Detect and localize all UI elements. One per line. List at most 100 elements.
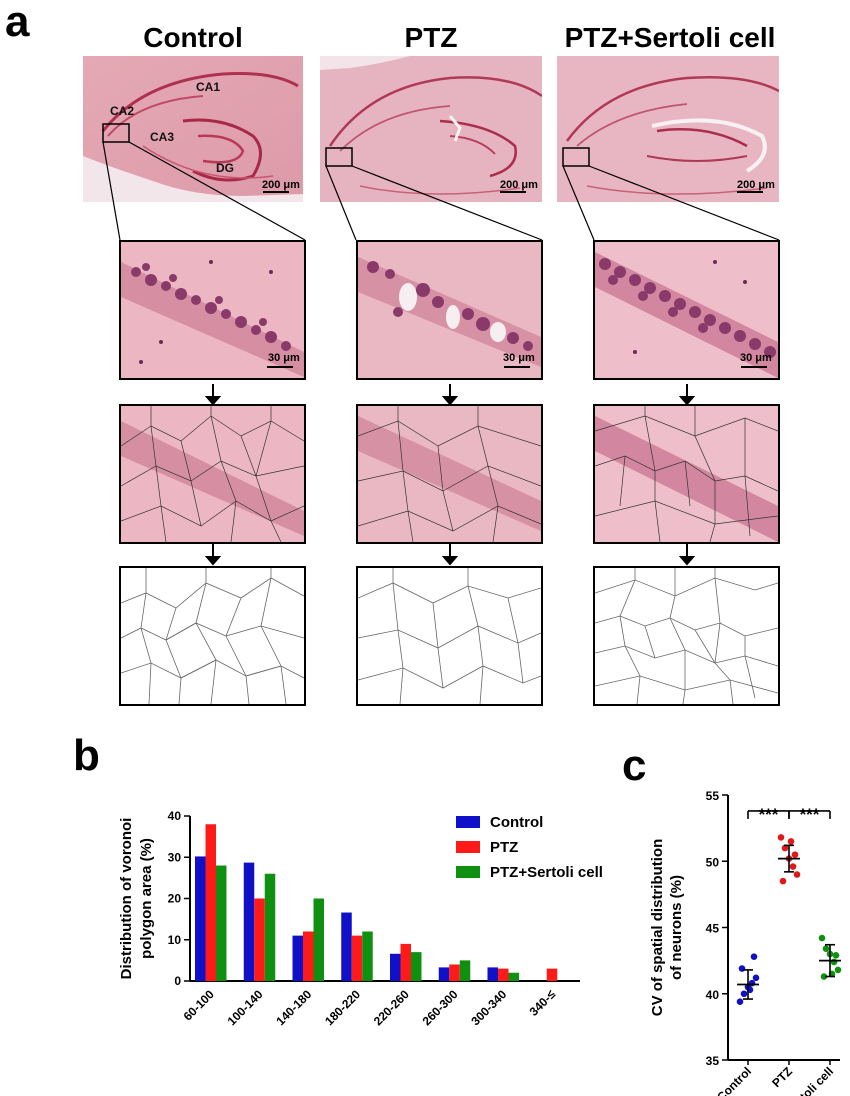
- x-tick-label: PTZ: [769, 1064, 795, 1090]
- voronoi-overlay-control: [119, 404, 306, 544]
- ca2-image-control: [119, 240, 306, 380]
- voronoi-tessellation-control: [119, 566, 306, 706]
- bar-ptz: [303, 931, 314, 981]
- y-axis-label-line-2: polygon area (%): [138, 838, 155, 959]
- legend-label: PTZ: [490, 839, 518, 856]
- bar-ptz-sertoli-cell: [508, 972, 519, 981]
- significance-stars: ***: [800, 805, 820, 824]
- scale-bar-label-ptz-high: 30 μm: [503, 352, 535, 364]
- y-tick-label: 40: [168, 809, 182, 823]
- bar-ptz: [400, 943, 411, 981]
- y-tick-label: 0: [174, 974, 181, 988]
- legend-label: Control: [490, 814, 543, 831]
- ca2-image-ptz-sertoli: [593, 240, 780, 380]
- bar-control: [438, 967, 450, 981]
- voronoi-overlay-ptz-sertoli: [593, 404, 780, 544]
- voronoi-tessellation-ptz-sertoli: [593, 566, 780, 706]
- region-label-ca3: CA3: [150, 130, 175, 144]
- legend-swatch: [456, 816, 480, 828]
- region-label-dg: DG: [216, 161, 234, 175]
- data-point: [818, 934, 826, 942]
- data-point: [789, 863, 797, 870]
- data-point: [748, 979, 756, 987]
- data-point: [752, 974, 760, 982]
- data-point: [779, 877, 787, 885]
- x-tick-label: 220-260: [371, 987, 412, 1028]
- data-point: [777, 834, 785, 841]
- y-axis-label-line-2: of neurons (%): [668, 875, 685, 980]
- y-tick-label: 45: [706, 922, 720, 936]
- data-point: [787, 838, 795, 845]
- x-tick-label: 100-140: [225, 987, 266, 1028]
- bar-ptz-sertoli-cell: [313, 898, 324, 981]
- y-tick-label: 10: [168, 933, 182, 947]
- x-tick-label: 260-300: [420, 987, 461, 1028]
- x-tick-label: 60-100: [181, 987, 218, 1024]
- x-tick-label: 300-340: [468, 987, 509, 1028]
- panel-b-label: b: [73, 731, 100, 780]
- bar-ptz-sertoli-cell: [362, 931, 373, 981]
- data-point: [736, 998, 744, 1005]
- column-title-control: Control: [143, 22, 243, 53]
- bar-ptz-sertoli-cell: [411, 952, 422, 981]
- bar-ptz: [205, 824, 216, 981]
- down-arrows: [204, 384, 696, 566]
- y-tick-label: 30: [168, 850, 182, 864]
- column-title-ptz: PTZ: [404, 22, 458, 53]
- bar-control: [390, 953, 401, 981]
- bar-control: [341, 912, 352, 981]
- zoom-connector-lines: [102, 141, 780, 241]
- y-axis-label-line-1: Distribution of voronoi: [118, 818, 135, 980]
- bar-ptz-sertoli-cell: [459, 960, 471, 981]
- data-point: [834, 966, 842, 974]
- bar-ptz: [351, 935, 363, 981]
- hippocampus-image-ptz-sertoli: [557, 56, 779, 202]
- x-tick-label: Control: [714, 1064, 754, 1096]
- y-tick-label: 55: [706, 789, 720, 803]
- data-point: [740, 990, 748, 998]
- scale-bar-label-control-low: 200 μm: [262, 179, 300, 191]
- scale-bar-label-ptz-sertoli-low: 200 μm: [737, 179, 775, 191]
- panel-c-label: c: [622, 741, 647, 790]
- data-point: [832, 952, 840, 959]
- bar-ptz: [546, 968, 558, 981]
- x-tick-label: 180-220: [322, 987, 363, 1028]
- y-tick-label: 20: [168, 892, 182, 906]
- bar-ptz: [498, 968, 509, 981]
- scale-bar-label-ptz-low: 200 μm: [500, 179, 538, 191]
- scale-bar-label-ptz-sertoli-high: 30 μm: [740, 352, 772, 364]
- x-tick-label: 140-180: [273, 987, 314, 1028]
- y-tick-label: 40: [706, 988, 720, 1002]
- panel-a-label: a: [5, 0, 30, 46]
- bar-ptz: [254, 898, 265, 981]
- bar-control: [195, 856, 206, 981]
- y-tick-label: 50: [706, 855, 720, 869]
- bar-ptz-sertoli-cell: [264, 873, 276, 981]
- data-point: [793, 871, 801, 878]
- y-tick-label: 35: [706, 1054, 720, 1068]
- scale-bar-label-control-high: 30 μm: [268, 352, 300, 364]
- voronoi-tessellation-ptz: [356, 566, 543, 706]
- voronoi-area-bar-chart: 0 10 20 30 40 60-100 100-140 140-180 180-220 220-…: [118, 809, 603, 1028]
- legend-swatch: [456, 841, 480, 853]
- voronoi-overlay-ptz: [356, 404, 543, 544]
- data-point: [822, 945, 830, 952]
- bar-ptz-sertoli-cell: [216, 865, 227, 981]
- bar-ptz: [449, 964, 460, 981]
- x-tick-label: 340-≤: [527, 987, 559, 1019]
- data-point: [820, 973, 828, 980]
- bar-control: [487, 967, 498, 981]
- data-point: [738, 965, 746, 972]
- region-label-ca2: CA2: [110, 104, 135, 118]
- column-title-ptz-sertoli: PTZ+Sertoli cell: [564, 22, 776, 53]
- legend-label: PTZ+Sertoli cell: [490, 864, 603, 881]
- ca2-image-ptz: [356, 240, 543, 380]
- hippocampus-image-ptz: [320, 56, 542, 202]
- cv-spatial-distribution-scatter: 3540455055ControlPTZPTZ+Setoli cell*****…: [649, 789, 842, 1096]
- legend-swatch: [456, 866, 480, 878]
- data-point: [791, 851, 799, 858]
- y-axis-label-line-1: CV of spatial distribution: [649, 839, 666, 1017]
- bar-control: [243, 862, 255, 981]
- significance-stars: ***: [759, 805, 779, 824]
- region-label-ca1: CA1: [196, 80, 221, 94]
